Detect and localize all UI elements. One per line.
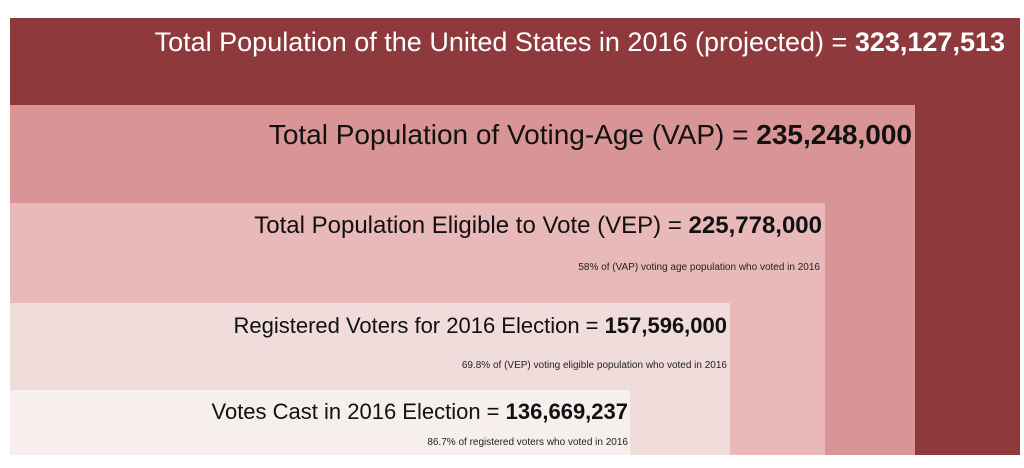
- level-line: Registered Voters for 2016 Election = 15…: [233, 313, 727, 339]
- label: Total Population of the United States in…: [154, 27, 848, 57]
- label: Registered Voters for 2016 Election =: [233, 313, 599, 338]
- level-line: Total Population Eligible to Vote (VEP) …: [254, 212, 822, 240]
- label: Total Population of Voting-Age (VAP) =: [268, 119, 749, 150]
- value: 235,248,000: [756, 119, 912, 150]
- level-line: Total Population of the United States in…: [155, 27, 1005, 58]
- level-line: Votes Cast in 2016 Election = 136,669,23…: [212, 399, 629, 425]
- box-votes: [10, 390, 630, 455]
- value: 323,127,513: [854, 27, 1005, 57]
- note: 86.7% of registered voters who voted in …: [427, 437, 628, 448]
- note: 58% of (VAP) voting age population who v…: [578, 262, 820, 273]
- value: 157,596,000: [604, 313, 727, 338]
- note: 69.8% of (VEP) voting eligible populatio…: [461, 360, 727, 371]
- level-line: Total Population of Voting-Age (VAP) = 2…: [269, 119, 912, 151]
- label: Total Population Eligible to Vote (VEP) …: [254, 212, 682, 239]
- value: 136,669,237: [505, 399, 628, 424]
- label: Votes Cast in 2016 Election =: [211, 399, 500, 424]
- value: 225,778,000: [688, 212, 822, 239]
